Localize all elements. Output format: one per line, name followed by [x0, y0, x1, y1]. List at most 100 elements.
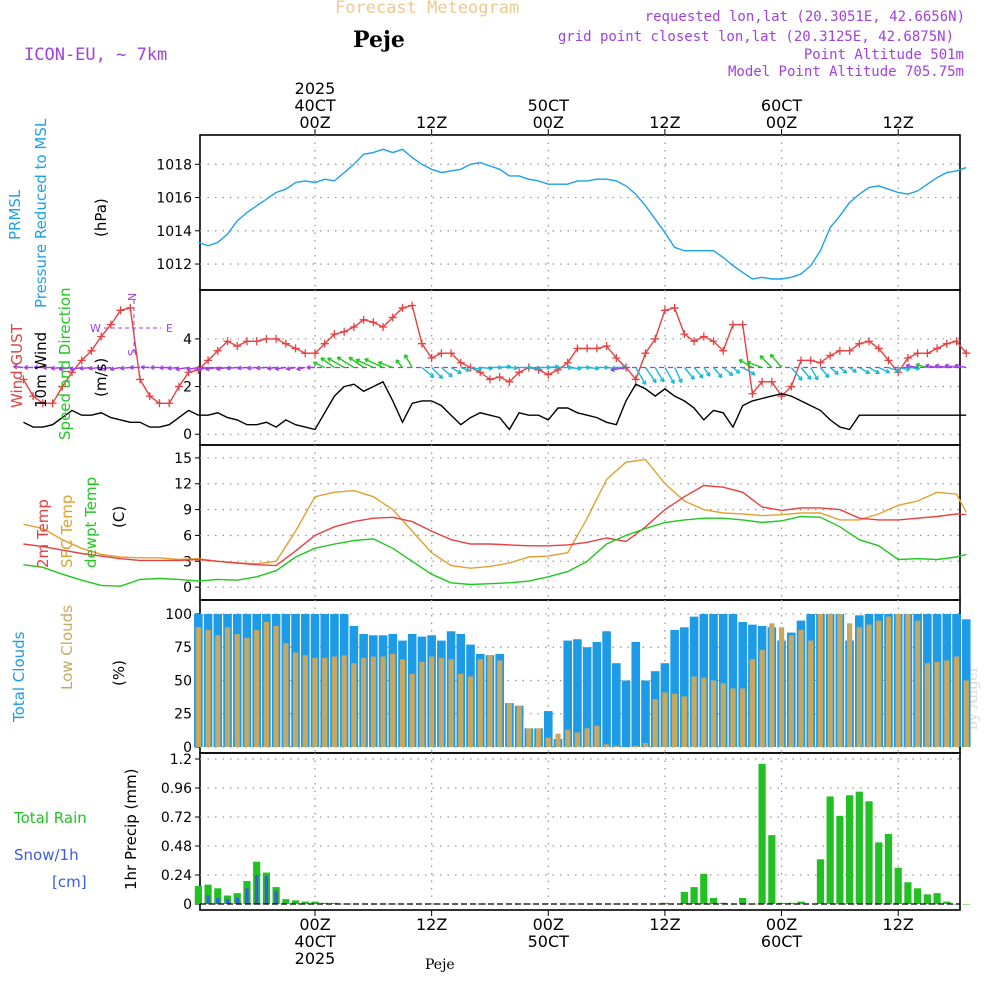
- gust-marker: [485, 375, 494, 384]
- snow-bar: [235, 897, 239, 904]
- wind-arrow-head: [842, 369, 848, 374]
- low-cloud-bar: [448, 659, 454, 747]
- panel-frame-temp: [199, 444, 961, 601]
- wind-arrow: [746, 361, 763, 369]
- wind-arrow: [868, 366, 880, 375]
- low-cloud-bar: [331, 656, 338, 747]
- wind-arrow: [99, 366, 111, 370]
- gust-marker: [204, 356, 213, 365]
- gust-marker: [126, 303, 135, 312]
- wind-arrow: [769, 353, 783, 368]
- ytick-label: 1.2: [170, 752, 192, 768]
- gust-marker: [563, 358, 572, 367]
- snow-bar: [245, 888, 249, 904]
- low-cloud-bar: [292, 652, 299, 747]
- low-cloud-bar: [545, 737, 551, 747]
- wind-arrow-head: [652, 378, 657, 384]
- total-cloud-bar: [582, 647, 592, 747]
- chart-title: Forecast Meteogram: [335, 0, 520, 18]
- low-cloud-bar: [351, 663, 357, 747]
- gust-marker: [349, 322, 358, 331]
- low-cloud-bar: [701, 677, 707, 747]
- gust-marker: [379, 322, 388, 331]
- rain-bar: [914, 888, 922, 904]
- x-bottom-label: 12Z: [883, 915, 914, 934]
- ytick-label: 3: [183, 554, 192, 570]
- gust-marker: [311, 349, 319, 358]
- gust-marker: [670, 303, 679, 312]
- wind-arrow: [440, 366, 453, 378]
- wind-arrow-head: [306, 365, 311, 370]
- wind-arrow-head: [954, 363, 959, 369]
- wind-arrow-head: [196, 366, 201, 372]
- low-cloud-bar: [283, 643, 289, 747]
- wind-arrow-head: [738, 359, 744, 364]
- wind-arrow: [364, 358, 384, 369]
- low-cloud-bar: [195, 627, 201, 747]
- low-cloud-ylabel: Low Clouds: [58, 605, 76, 690]
- rain-bar: [816, 859, 825, 904]
- low-cloud-bar: [749, 659, 755, 747]
- model-altitude: Model Point Altitude 705.75m: [727, 64, 964, 80]
- wind-arrow-head: [50, 365, 56, 371]
- gust-marker: [583, 344, 592, 353]
- ytick-label: 0.96: [161, 781, 192, 797]
- low-cloud-bar: [467, 676, 474, 747]
- gust-marker: [797, 356, 805, 365]
- wind-arrow-head: [429, 373, 435, 379]
- gust-marker: [748, 389, 757, 398]
- wind-arrow: [186, 366, 199, 371]
- wind-arrow: [907, 366, 920, 370]
- x-top-label: 40CT: [294, 96, 336, 115]
- low-cloud-bar: [798, 629, 804, 747]
- gust-marker: [573, 344, 582, 353]
- wind-arrow-head: [395, 359, 401, 364]
- snow-bar: [264, 876, 268, 904]
- wind-arrow-head: [438, 374, 444, 380]
- wind-arrow-head: [140, 364, 145, 370]
- location-title: Peje: [353, 27, 405, 53]
- gust-marker: [437, 349, 446, 358]
- x-bottom-label: 12Z: [649, 915, 680, 934]
- low-cloud-bar: [234, 633, 240, 747]
- low-cloud-bar: [837, 613, 843, 747]
- gust-marker: [767, 377, 776, 386]
- rain-bar: [700, 873, 708, 904]
- low-cloud-bar: [963, 680, 969, 747]
- panel-frame-precip: [199, 752, 961, 911]
- wind-arrow-head: [404, 354, 409, 359]
- gust-marker: [505, 377, 514, 386]
- footer-location: Peje: [425, 957, 455, 973]
- wind-arrow-head: [256, 365, 261, 371]
- x-bottom-label: 00Z: [299, 915, 330, 934]
- wind-arrow-head: [42, 365, 47, 370]
- wind-arrow: [247, 366, 257, 370]
- wind-arrow-head: [79, 365, 84, 371]
- gust-marker: [291, 344, 300, 353]
- low-cloud-bar: [273, 625, 279, 747]
- gust-marker: [330, 330, 339, 339]
- rain-bar: [690, 887, 698, 904]
- wind-arrow-head: [274, 366, 280, 371]
- low-cloud-bar: [944, 660, 950, 747]
- gust-marker: [456, 358, 465, 367]
- rain-bar: [282, 899, 290, 904]
- ytick-label: 9: [183, 503, 192, 519]
- wind-arrow: [954, 364, 967, 369]
- ytick-label: 2: [183, 380, 192, 396]
- wind-arrow-head: [465, 367, 471, 372]
- total-cloud-bar: [728, 613, 738, 747]
- wind-arrow-head: [610, 367, 615, 373]
- wind-arrow-head: [99, 366, 104, 372]
- rain-bar: [846, 795, 854, 904]
- gust-marker: [942, 339, 951, 348]
- total-cloud-bar: [670, 629, 679, 747]
- ytick-label: 1016: [156, 191, 192, 207]
- ytick-label: 12: [174, 477, 192, 493]
- ytick-label: 75: [174, 640, 192, 656]
- panel-frame-pressure: [199, 134, 961, 291]
- wind-arrow-head: [769, 353, 775, 359]
- wind-arrow-head: [226, 365, 231, 371]
- snow-bar: [206, 895, 210, 904]
- x-top-label: 12Z: [883, 113, 914, 132]
